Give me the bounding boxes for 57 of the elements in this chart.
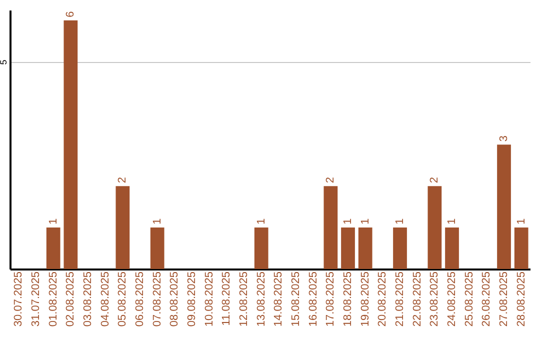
x-tick-label: 24.08.2025: [446, 272, 458, 327]
x-tick-label: 05.08.2025: [116, 272, 129, 327]
x-tick-label: 14.08.2025: [272, 272, 285, 327]
data-label: 1: [394, 218, 406, 225]
x-tick-label: 01.08.2025: [47, 272, 60, 327]
x-tick-label: 16.08.2025: [307, 272, 320, 327]
x-tick-label: 27.08.2025: [498, 272, 510, 327]
x-tick-label: 21.08.2025: [394, 272, 406, 327]
x-tick-label: 23.08.2025: [428, 272, 441, 327]
bar: [393, 228, 407, 269]
x-tick-label: 19.08.2025: [359, 272, 372, 327]
data-label: 2: [116, 176, 129, 184]
bar: [254, 228, 268, 269]
data-label: 1: [255, 218, 268, 225]
x-tick-label: 02.08.2025: [64, 272, 77, 327]
x-tick-label: 08.08.2025: [168, 272, 181, 327]
bar: [341, 228, 355, 269]
data-label: 1: [342, 218, 354, 225]
data-label: 2: [324, 176, 337, 184]
x-tick-label: 22.08.2025: [411, 272, 424, 327]
data-label: 1: [515, 218, 528, 225]
x-tick-label: 18.08.2025: [342, 272, 354, 327]
x-tick-label: 20.08.2025: [376, 272, 389, 327]
x-tick-label: 10.08.2025: [203, 272, 216, 327]
bar: [324, 186, 338, 269]
data-label: 6: [64, 11, 77, 18]
x-tick-label: 13.08.2025: [255, 272, 268, 327]
x-tick-label: 31.07.2025: [30, 272, 42, 327]
x-tick-label: 07.08.2025: [151, 272, 164, 327]
data-label: 1: [446, 218, 458, 225]
x-tick-label: 25.08.2025: [463, 272, 476, 327]
x-tick-label: 28.08.2025: [515, 272, 528, 327]
bar: [116, 186, 130, 269]
bar: [358, 228, 372, 269]
x-tick-label: 04.08.2025: [99, 272, 112, 327]
bar: [428, 186, 442, 269]
data-label: 1: [151, 218, 164, 225]
x-tick-label: 15.08.2025: [290, 272, 302, 327]
x-tick-label: 30.07.2025: [12, 272, 25, 327]
data-label: 1: [47, 218, 60, 225]
y-tick-label: 5: [0, 60, 8, 65]
bar: [514, 228, 528, 269]
bar: [150, 228, 164, 269]
bar: [445, 228, 459, 269]
x-tick-label: 26.08.2025: [480, 272, 493, 327]
bar: [64, 20, 78, 269]
bar: [46, 228, 60, 269]
data-label: 1: [359, 218, 372, 225]
x-tick-label: 11.08.2025: [220, 272, 233, 326]
x-tick-label: 09.08.2025: [186, 272, 198, 327]
x-tick-label: 17.08.2025: [324, 272, 337, 327]
data-label: 3: [498, 136, 510, 142]
bar: [497, 144, 511, 269]
x-tick-label: 03.08.2025: [82, 272, 94, 327]
x-tick-label: 06.08.2025: [134, 272, 146, 327]
data-label: 2: [428, 176, 441, 184]
x-tick-label: 12.08.2025: [238, 272, 250, 327]
